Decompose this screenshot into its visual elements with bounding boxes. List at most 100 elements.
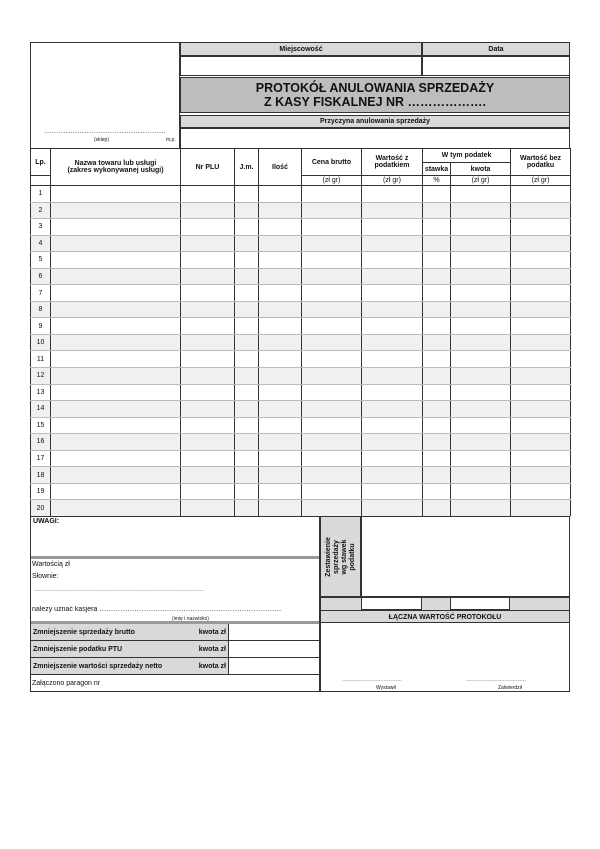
row-cell[interactable]	[449, 251, 512, 269]
row-cell[interactable]	[180, 449, 235, 468]
row-cell[interactable]	[422, 383, 451, 402]
row-cell[interactable]	[361, 333, 423, 352]
row-cell[interactable]	[50, 466, 181, 484]
row-cell[interactable]	[301, 284, 362, 302]
row-cell[interactable]	[234, 267, 259, 286]
row-cell[interactable]	[234, 482, 259, 501]
row-cell[interactable]	[180, 499, 235, 517]
row-cell[interactable]	[180, 300, 235, 319]
row-cell[interactable]	[510, 284, 572, 302]
row-cell[interactable]	[510, 267, 572, 286]
row-cell[interactable]	[301, 218, 362, 236]
row-cell[interactable]	[510, 416, 572, 435]
row-cell[interactable]	[258, 367, 302, 385]
row-cell[interactable]	[422, 482, 451, 501]
row-cell[interactable]	[422, 499, 451, 517]
row-cell[interactable]	[50, 234, 181, 253]
row-cell[interactable]	[422, 350, 451, 369]
row-cell[interactable]	[361, 482, 423, 501]
row-cell[interactable]	[258, 234, 302, 253]
row-cell[interactable]	[361, 416, 423, 435]
row-cell[interactable]	[510, 218, 572, 236]
row-cell[interactable]	[50, 333, 181, 352]
total-gross-field[interactable]	[361, 597, 422, 610]
row-cell[interactable]	[258, 333, 302, 352]
summary-amount-field[interactable]	[228, 641, 319, 658]
row-cell[interactable]	[449, 383, 512, 402]
row-cell[interactable]	[258, 433, 302, 451]
row-cell[interactable]	[234, 400, 259, 418]
row-cell[interactable]	[234, 251, 259, 269]
row-cell[interactable]	[449, 300, 512, 319]
row-cell[interactable]	[449, 433, 512, 451]
row-cell[interactable]	[301, 234, 362, 253]
row-cell[interactable]	[361, 400, 423, 418]
row-cell[interactable]	[50, 499, 181, 517]
row-cell[interactable]	[180, 350, 235, 369]
row-cell[interactable]	[180, 482, 235, 501]
row-cell[interactable]	[180, 251, 235, 269]
row-cell[interactable]	[234, 185, 259, 203]
row-cell[interactable]	[361, 234, 423, 253]
row-cell[interactable]	[234, 201, 259, 220]
row-cell[interactable]	[258, 499, 302, 517]
row-cell[interactable]	[180, 466, 235, 484]
row-cell[interactable]	[510, 482, 572, 501]
row-cell[interactable]	[301, 433, 362, 451]
row-cell[interactable]	[234, 499, 259, 517]
row-cell[interactable]	[510, 185, 572, 203]
row-cell[interactable]	[258, 400, 302, 418]
row-cell[interactable]	[449, 482, 512, 501]
row-cell[interactable]	[258, 300, 302, 319]
row-cell[interactable]	[422, 300, 451, 319]
row-cell[interactable]	[50, 367, 181, 385]
row-cell[interactable]	[234, 416, 259, 435]
row-cell[interactable]	[180, 234, 235, 253]
row-cell[interactable]	[301, 400, 362, 418]
row-cell[interactable]	[422, 333, 451, 352]
row-cell[interactable]	[510, 433, 572, 451]
row-cell[interactable]	[258, 449, 302, 468]
row-cell[interactable]	[234, 317, 259, 335]
row-cell[interactable]	[449, 234, 512, 253]
summary-amount-field[interactable]	[228, 624, 319, 641]
row-cell[interactable]	[449, 350, 512, 369]
row-cell[interactable]	[422, 251, 451, 269]
row-cell[interactable]	[449, 267, 512, 286]
reason-field[interactable]	[180, 128, 570, 149]
row-cell[interactable]	[301, 499, 362, 517]
row-cell[interactable]	[510, 400, 572, 418]
row-cell[interactable]	[50, 267, 181, 286]
row-cell[interactable]	[180, 284, 235, 302]
row-cell[interactable]	[510, 300, 572, 319]
row-cell[interactable]	[180, 383, 235, 402]
row-cell[interactable]	[361, 284, 423, 302]
row-cell[interactable]	[234, 466, 259, 484]
row-cell[interactable]	[449, 333, 512, 352]
row-cell[interactable]	[301, 333, 362, 352]
row-cell[interactable]	[301, 367, 362, 385]
row-cell[interactable]	[258, 218, 302, 236]
row-cell[interactable]	[510, 350, 572, 369]
row-cell[interactable]	[50, 284, 181, 302]
row-cell[interactable]	[50, 317, 181, 335]
row-cell[interactable]	[50, 449, 181, 468]
row-cell[interactable]	[234, 218, 259, 236]
row-cell[interactable]	[361, 201, 423, 220]
row-cell[interactable]	[234, 449, 259, 468]
row-cell[interactable]	[258, 466, 302, 484]
row-cell[interactable]	[510, 317, 572, 335]
row-cell[interactable]	[234, 300, 259, 319]
row-cell[interactable]	[449, 466, 512, 484]
row-cell[interactable]	[234, 234, 259, 253]
row-cell[interactable]	[50, 350, 181, 369]
row-cell[interactable]	[180, 333, 235, 352]
row-cell[interactable]	[258, 267, 302, 286]
summary-amount-field[interactable]	[228, 658, 319, 675]
row-cell[interactable]	[50, 383, 181, 402]
row-cell[interactable]	[361, 218, 423, 236]
row-cell[interactable]	[50, 251, 181, 269]
row-cell[interactable]	[180, 201, 235, 220]
row-cell[interactable]	[301, 350, 362, 369]
row-cell[interactable]	[361, 499, 423, 517]
